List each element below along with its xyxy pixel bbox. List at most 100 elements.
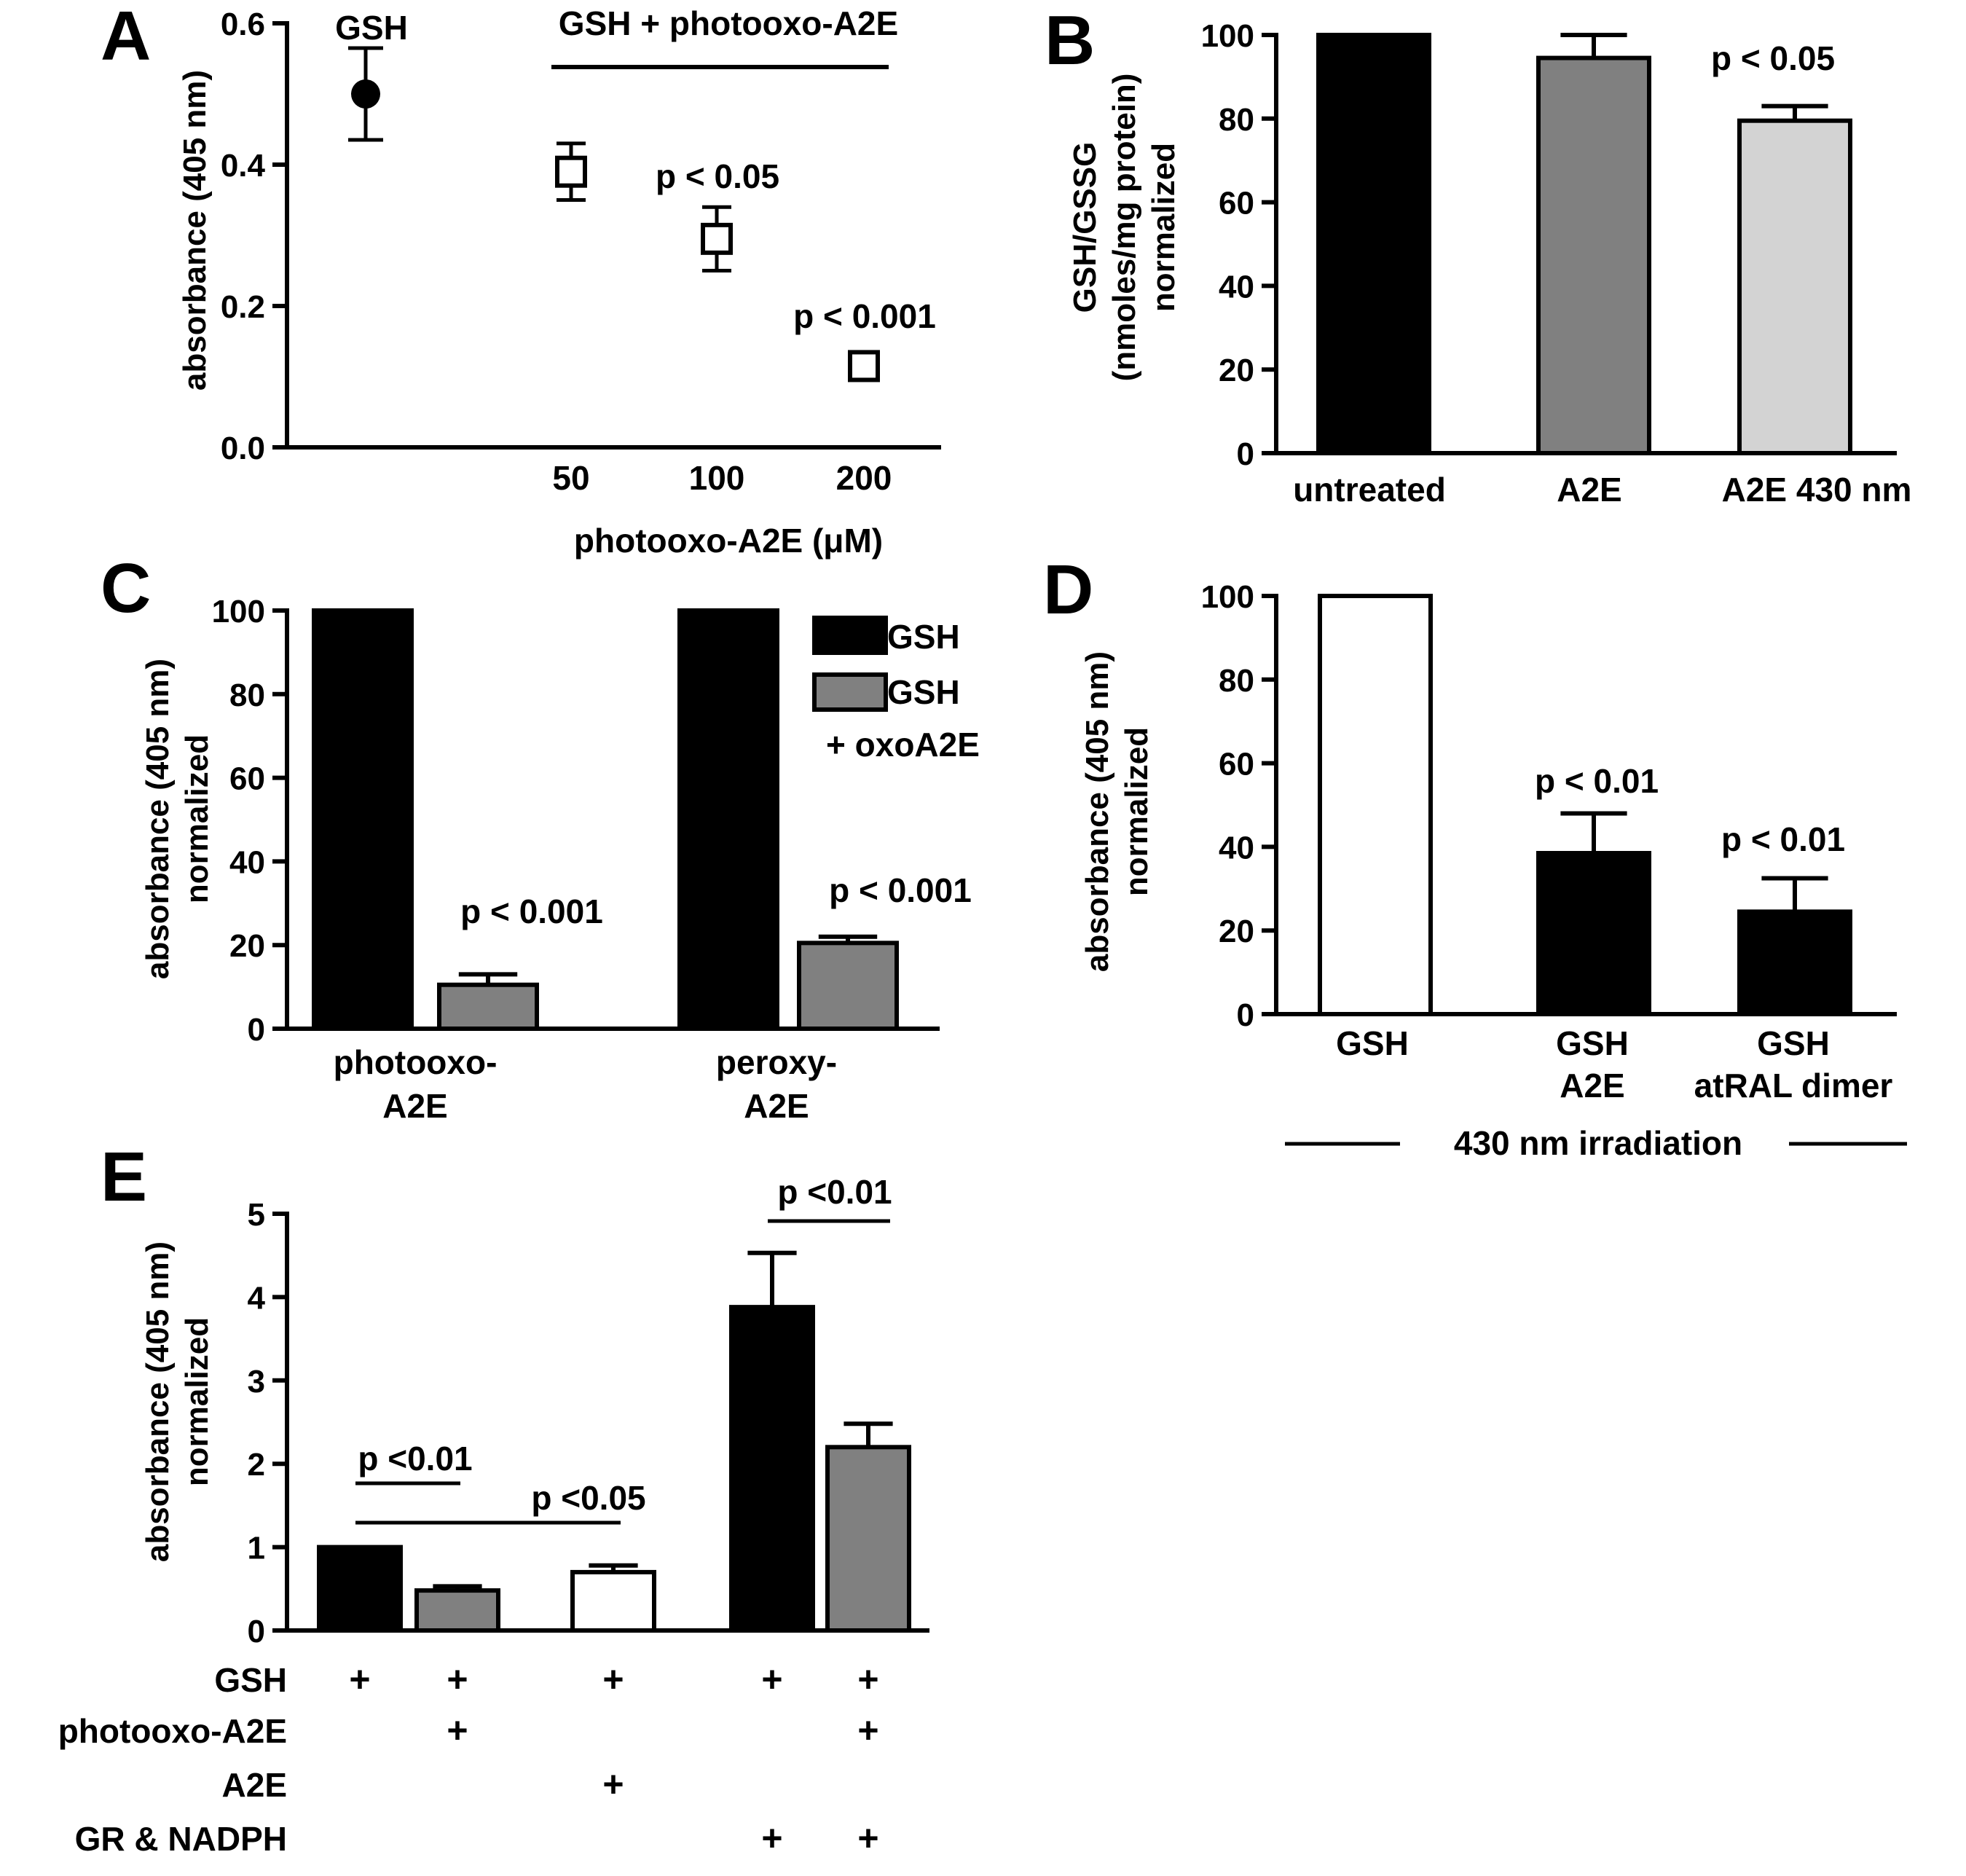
panel-e-significance: p <0.01 p <0.05 p <0.01	[355, 1173, 892, 1525]
panel-e-bar	[414, 1588, 500, 1633]
panel-b-category-label: A2E	[1557, 471, 1621, 509]
panel-c-y-ticks: 0 20 40 60 80 100	[212, 594, 287, 1048]
panel-b-ylabel-line: GSH/GSSG	[1067, 142, 1103, 313]
panel-e-bar	[317, 1545, 403, 1633]
panel-b-bar	[1737, 118, 1852, 455]
panel-a-tick-label: 0.4	[221, 148, 266, 184]
panel-d-category-label: GSH	[1336, 1024, 1409, 1062]
panel-b-ylabel-line: (nmoles/mg protein)	[1106, 74, 1142, 382]
panel-e: E absorbance (405 nm) normalized 0 1 2 3 4 5 p…	[58, 1138, 929, 1859]
panel-d-category-label: GSH	[1757, 1024, 1830, 1062]
panel-a-gsh-label: GSH	[335, 9, 408, 47]
panel-d-y-ticks: 0 20 40 60 80 100	[1201, 579, 1276, 1033]
sig-label-2: p <0.05	[531, 1479, 645, 1517]
panel-c-categories: photooxo- A2E peroxy- A2E	[334, 1043, 837, 1125]
sig-label-3: p <0.01	[777, 1173, 892, 1211]
panel-a-annotation-2: p < 0.001	[793, 297, 936, 335]
condition-plus-mark: +	[602, 1659, 624, 1700]
panel-d-annotation-2: p < 0.01	[1721, 820, 1845, 858]
panel-b: B GSH/GSSG (nmoles/mg protein) normalized …	[1045, 1, 1911, 509]
panel-e-tick-label: 1	[248, 1531, 265, 1566]
panel-d-bar	[1318, 594, 1433, 1016]
panel-c: C absorbance (405 nm) normalized 0 20 40 60 8…	[101, 549, 980, 1125]
panel-a-x-tick-label: 100	[689, 459, 745, 497]
panel-a-group-label: GSH + photooxo-A2E	[559, 4, 898, 42]
condition-plus-mark: +	[447, 1710, 468, 1751]
panel-e-letter: E	[101, 1138, 147, 1216]
panel-a-annotation-1: p < 0.05	[656, 157, 779, 195]
panel-b-category-label: A2E 430 nm	[1722, 471, 1912, 509]
point-50	[555, 155, 587, 188]
point-100	[701, 222, 733, 255]
panel-a-axes	[285, 21, 941, 450]
panel-c-bar	[437, 982, 539, 1031]
panel-c-bars	[312, 608, 899, 1031]
panel-d-footer: 430 nm irradiation	[1454, 1124, 1742, 1162]
point-gsh	[351, 79, 380, 109]
panel-b-tick-label: 80	[1219, 102, 1254, 138]
condition-plus-mark: +	[761, 1818, 782, 1859]
panel-c-annotation-2: p < 0.001	[829, 871, 972, 909]
panel-a-ylabel: absorbance (405 nm)	[177, 70, 213, 390]
panel-c-category-label: peroxy-	[716, 1043, 837, 1081]
panel-b-tick-label: 60	[1219, 186, 1254, 221]
panel-a-x-tick-label: 50	[552, 459, 589, 497]
condition-plus-mark: +	[349, 1659, 370, 1700]
panel-b-category-label: untreated	[1293, 471, 1446, 509]
panel-d-category-label: A2E	[1560, 1067, 1624, 1104]
panel-d-ylabel-line: normalized	[1119, 727, 1155, 896]
panel-c-letter: C	[101, 549, 151, 627]
legend-label-gsh: GSH	[887, 618, 960, 656]
panel-d-categories: GSH GSH A2E GSH atRAL dimer	[1336, 1024, 1892, 1104]
panel-b-annotation: p < 0.05	[1711, 39, 1835, 77]
panel-b-ylabel: GSH/GSSG (nmoles/mg protein) normalized	[1067, 74, 1181, 382]
panel-a-y-ticks: 0.0 0.2 0.4 0.6	[221, 7, 287, 466]
panel-c-category-label: A2E	[744, 1087, 809, 1125]
panel-c-bar	[312, 608, 414, 1031]
panel-a: A absorbance (405 nm) photooxo-A2E (μM) …	[101, 0, 941, 560]
panel-a-xlabel: photooxo-A2E (μM)	[574, 522, 883, 560]
panel-e-ylabel: absorbance (405 nm) normalized	[140, 1241, 215, 1562]
panel-c-ylabel-line: normalized	[179, 734, 215, 903]
panel-d-tick-label: 60	[1219, 747, 1254, 782]
panel-d-bar	[1536, 851, 1651, 1017]
panel-a-points	[348, 46, 880, 382]
panel-a-tick-label: 0.6	[221, 7, 265, 42]
panel-b-ylabel-line: normalized	[1146, 143, 1181, 312]
panel-d-tick-label: 40	[1219, 830, 1254, 866]
panel-e-y-ticks: 0 1 2 3 4 5	[248, 1197, 287, 1649]
panel-a-letter: A	[101, 0, 151, 75]
panel-b-tick-label: 20	[1219, 353, 1254, 388]
panel-e-tick-label: 2	[248, 1447, 265, 1483]
panel-c-tick-label: 20	[229, 928, 265, 964]
panel-e-bar	[825, 1445, 911, 1633]
panel-c-tick-label: 0	[248, 1012, 265, 1048]
panel-d-tick-label: 80	[1219, 663, 1254, 699]
legend-swatch-gsh	[812, 616, 888, 655]
panel-b-categories: untreated A2E A2E 430 nm	[1293, 471, 1911, 509]
panel-e-tick-label: 4	[248, 1280, 266, 1316]
panel-c-category-label: A2E	[382, 1087, 447, 1125]
panel-c-tick-label: 80	[229, 678, 265, 713]
panel-a-tick-label: 0.0	[221, 431, 265, 466]
panel-e-bars	[317, 1250, 911, 1633]
panel-c-tick-label: 100	[212, 594, 265, 629]
panel-d-bar	[1737, 909, 1852, 1016]
panel-e-bar	[729, 1305, 815, 1633]
condition-plus-mark: +	[602, 1764, 624, 1805]
panel-e-ylabel-line: normalized	[179, 1317, 215, 1486]
panel-c-legend: GSH GSH + oxoA2E	[812, 616, 980, 764]
panel-b-letter: B	[1045, 1, 1095, 79]
panel-d-letter: D	[1043, 551, 1093, 629]
panel-e-tick-label: 3	[248, 1364, 265, 1400]
panel-e-tick-label: 5	[248, 1197, 265, 1233]
panel-e-bar	[570, 1569, 656, 1633]
panel-d-tick-label: 100	[1201, 579, 1254, 615]
panel-b-tick-label: 40	[1219, 269, 1254, 305]
panel-b-bars	[1316, 33, 1852, 455]
sig-label-1: p <0.01	[358, 1440, 472, 1477]
panel-b-tick-label: 0	[1237, 436, 1254, 472]
panel-c-tick-label: 60	[229, 761, 265, 797]
condition-plus-mark: +	[447, 1659, 468, 1700]
